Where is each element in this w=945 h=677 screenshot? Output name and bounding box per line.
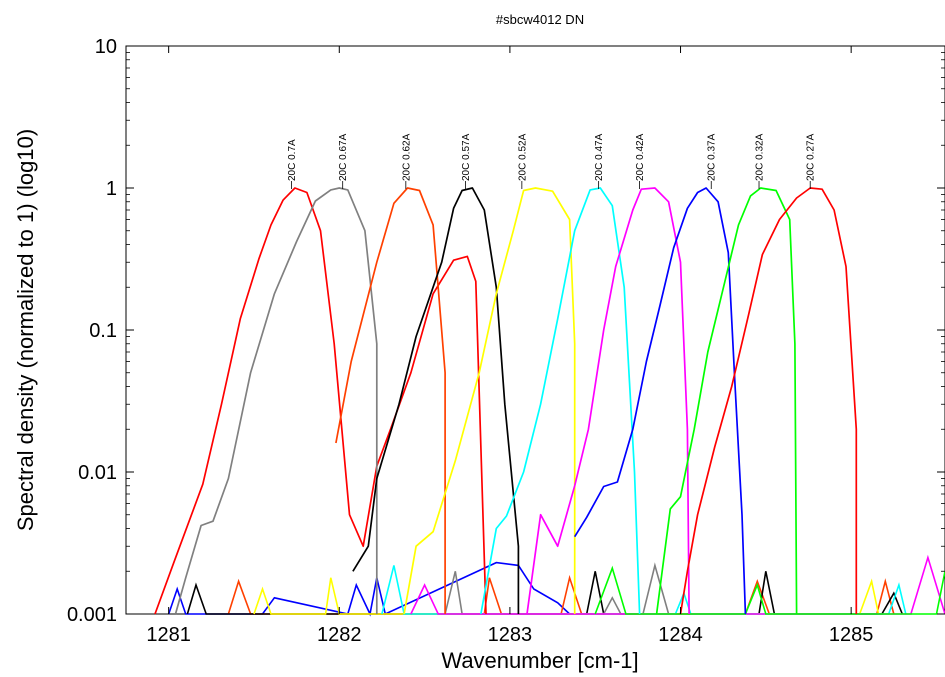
peak-label-9: 20C 0.27A [806,133,817,181]
peak-label-5: 20C 0.47A [594,133,605,181]
series-line-4 [403,187,576,615]
noise-line-0 [167,561,571,617]
series-line-8 [655,187,798,615]
noise-line-6 [410,554,945,615]
series-line-5 [480,187,641,615]
y-tick-label-1: 0.01 [78,462,117,484]
x-tick-label-1: 1282 [317,624,362,646]
peak-label-0: 20C 0.7A [287,139,298,181]
peak-label-3: 20C 0.57A [461,133,472,181]
series-line-1 [174,187,378,615]
y-tick-label-3: 1 [106,178,117,200]
x-tick-label-2: 1283 [488,624,533,646]
x-tick-label-4: 1285 [829,624,874,646]
peak-label-6: 20C 0.42A [635,133,646,181]
series-line-7 [573,187,747,615]
noise-line-7 [594,565,945,615]
plot-area: 20C 0.7A 20C 0.67A 20C 0.62A 20C 0.57A 20C 0… [154,133,945,617]
y-tick-label-4: 10 [95,36,117,58]
peak-label-4: 20C 0.52A [517,133,528,181]
peak-label-2: 20C 0.62A [401,133,412,181]
x-axis-label: Wavenumber [cm-1] [441,648,638,673]
x-tick-label-3: 1284 [658,624,703,646]
y-axis: 0.001 0.01 0.1 1 10 [67,36,945,626]
plot-frame [125,45,945,615]
y-axis-label: Spectral density (normalized to 1) (log1… [13,129,38,531]
y-tick-label-0: 0.001 [67,604,117,626]
series-line-6 [526,187,690,615]
peak-label-1: 20C 0.67A [338,133,349,181]
noise-line-2 [186,571,904,615]
x-tick-label-0: 1281 [146,624,191,646]
series-line-9 [679,187,858,615]
series-line-3 [352,187,520,614]
noise-line-5 [444,562,670,615]
series-line-2 [335,187,446,614]
series-line-0 [154,187,487,615]
noise-line-3 [253,577,880,615]
peak-label-7: 20C 0.37A [707,133,718,181]
peak-label-8: 20C 0.32A [755,133,766,181]
y-tick-label-2: 0.1 [89,320,117,342]
x-axis: 1281 1282 1283 1284 1285 [146,46,873,646]
chart-title: #sbcw4012 DN [496,12,584,27]
